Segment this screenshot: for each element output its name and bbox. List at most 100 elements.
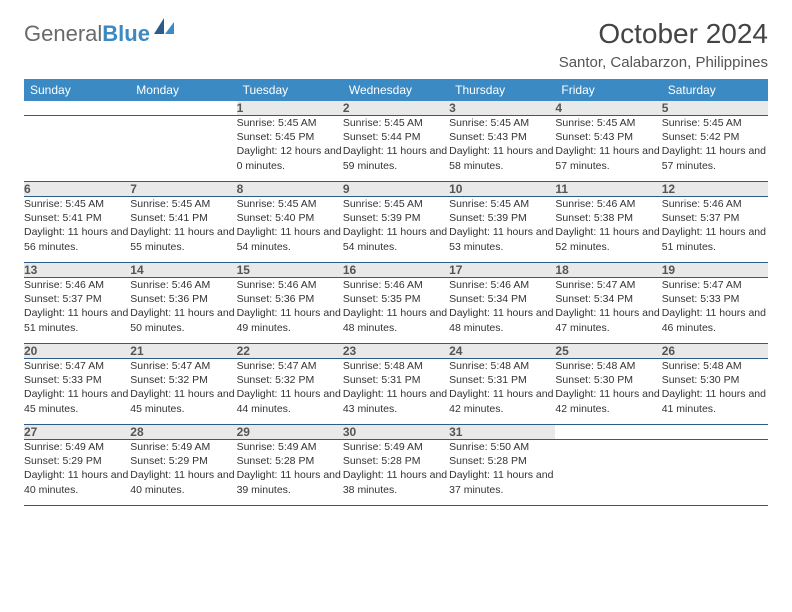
day-number-cell: 29 bbox=[237, 425, 343, 440]
day-data-cell: Sunrise: 5:47 AMSunset: 5:32 PMDaylight:… bbox=[237, 359, 343, 425]
sunset-text: Sunset: 5:45 PM bbox=[237, 130, 343, 144]
sunrise-text: Sunrise: 5:46 AM bbox=[130, 278, 236, 292]
day-number-cell: 30 bbox=[343, 425, 449, 440]
day-data-cell: Sunrise: 5:48 AMSunset: 5:31 PMDaylight:… bbox=[343, 359, 449, 425]
day-header: Monday bbox=[130, 79, 236, 101]
day-header: Tuesday bbox=[237, 79, 343, 101]
day-data-cell: Sunrise: 5:50 AMSunset: 5:28 PMDaylight:… bbox=[449, 440, 555, 506]
day-data-cell: Sunrise: 5:46 AMSunset: 5:38 PMDaylight:… bbox=[555, 197, 661, 263]
day-number-cell bbox=[24, 101, 130, 116]
day-number-row: 6789101112 bbox=[24, 182, 768, 197]
daylight-text: Daylight: 12 hours and 0 minutes. bbox=[237, 144, 343, 172]
sunset-text: Sunset: 5:30 PM bbox=[662, 373, 768, 387]
day-number-cell: 20 bbox=[24, 344, 130, 359]
day-number-cell bbox=[130, 101, 236, 116]
day-data-cell bbox=[555, 440, 661, 506]
sunset-text: Sunset: 5:37 PM bbox=[662, 211, 768, 225]
day-data-cell: Sunrise: 5:46 AMSunset: 5:37 PMDaylight:… bbox=[662, 197, 768, 263]
sunrise-text: Sunrise: 5:45 AM bbox=[24, 197, 130, 211]
daylight-text: Daylight: 11 hours and 57 minutes. bbox=[662, 144, 768, 172]
brand-part1: General bbox=[24, 21, 102, 47]
sunrise-text: Sunrise: 5:49 AM bbox=[343, 440, 449, 454]
sunrise-text: Sunrise: 5:46 AM bbox=[24, 278, 130, 292]
sunrise-text: Sunrise: 5:45 AM bbox=[343, 197, 449, 211]
daylight-text: Daylight: 11 hours and 45 minutes. bbox=[24, 387, 130, 415]
day-data-cell: Sunrise: 5:49 AMSunset: 5:29 PMDaylight:… bbox=[24, 440, 130, 506]
daylight-text: Daylight: 11 hours and 50 minutes. bbox=[130, 306, 236, 334]
sunset-text: Sunset: 5:28 PM bbox=[449, 454, 555, 468]
day-number-cell: 21 bbox=[130, 344, 236, 359]
day-data-cell: Sunrise: 5:45 AMSunset: 5:39 PMDaylight:… bbox=[449, 197, 555, 263]
day-data-cell: Sunrise: 5:45 AMSunset: 5:44 PMDaylight:… bbox=[343, 116, 449, 182]
sunset-text: Sunset: 5:35 PM bbox=[343, 292, 449, 306]
sunrise-text: Sunrise: 5:49 AM bbox=[237, 440, 343, 454]
daylight-text: Daylight: 11 hours and 54 minutes. bbox=[343, 225, 449, 253]
daylight-text: Daylight: 11 hours and 57 minutes. bbox=[555, 144, 661, 172]
brand-logo: GeneralBlue bbox=[24, 18, 176, 50]
daylight-text: Daylight: 11 hours and 54 minutes. bbox=[237, 225, 343, 253]
day-data-cell: Sunrise: 5:45 AMSunset: 5:45 PMDaylight:… bbox=[237, 116, 343, 182]
sunset-text: Sunset: 5:41 PM bbox=[130, 211, 236, 225]
day-data-cell: Sunrise: 5:49 AMSunset: 5:29 PMDaylight:… bbox=[130, 440, 236, 506]
day-number-cell: 15 bbox=[237, 263, 343, 278]
day-header: Friday bbox=[555, 79, 661, 101]
day-data-cell: Sunrise: 5:47 AMSunset: 5:33 PMDaylight:… bbox=[662, 278, 768, 344]
day-number-cell: 14 bbox=[130, 263, 236, 278]
day-number-cell: 12 bbox=[662, 182, 768, 197]
sunrise-text: Sunrise: 5:47 AM bbox=[24, 359, 130, 373]
sunset-text: Sunset: 5:33 PM bbox=[24, 373, 130, 387]
sunrise-text: Sunrise: 5:46 AM bbox=[555, 197, 661, 211]
day-data-cell: Sunrise: 5:46 AMSunset: 5:34 PMDaylight:… bbox=[449, 278, 555, 344]
day-number-cell: 31 bbox=[449, 425, 555, 440]
sunset-text: Sunset: 5:43 PM bbox=[555, 130, 661, 144]
sunset-text: Sunset: 5:29 PM bbox=[24, 454, 130, 468]
day-data-cell: Sunrise: 5:49 AMSunset: 5:28 PMDaylight:… bbox=[343, 440, 449, 506]
day-number-cell: 3 bbox=[449, 101, 555, 116]
sunset-text: Sunset: 5:38 PM bbox=[555, 211, 661, 225]
day-header: Thursday bbox=[449, 79, 555, 101]
daylight-text: Daylight: 11 hours and 48 minutes. bbox=[343, 306, 449, 334]
day-data-cell: Sunrise: 5:45 AMSunset: 5:43 PMDaylight:… bbox=[555, 116, 661, 182]
sunrise-text: Sunrise: 5:46 AM bbox=[237, 278, 343, 292]
sunset-text: Sunset: 5:28 PM bbox=[343, 454, 449, 468]
day-data-cell: Sunrise: 5:48 AMSunset: 5:30 PMDaylight:… bbox=[662, 359, 768, 425]
day-data-cell: Sunrise: 5:45 AMSunset: 5:43 PMDaylight:… bbox=[449, 116, 555, 182]
sunrise-text: Sunrise: 5:46 AM bbox=[449, 278, 555, 292]
day-header: Wednesday bbox=[343, 79, 449, 101]
daylight-text: Daylight: 11 hours and 43 minutes. bbox=[343, 387, 449, 415]
location-subtitle: Santor, Calabarzon, Philippines bbox=[559, 54, 768, 71]
day-number-cell: 28 bbox=[130, 425, 236, 440]
day-number-cell: 24 bbox=[449, 344, 555, 359]
brand-part2: Blue bbox=[102, 21, 150, 47]
day-data-cell: Sunrise: 5:48 AMSunset: 5:31 PMDaylight:… bbox=[449, 359, 555, 425]
sunrise-text: Sunrise: 5:49 AM bbox=[130, 440, 236, 454]
day-data-cell: Sunrise: 5:46 AMSunset: 5:36 PMDaylight:… bbox=[130, 278, 236, 344]
daylight-text: Daylight: 11 hours and 46 minutes. bbox=[662, 306, 768, 334]
sunrise-text: Sunrise: 5:45 AM bbox=[237, 197, 343, 211]
day-data-cell bbox=[130, 116, 236, 182]
day-data-cell bbox=[24, 116, 130, 182]
sunrise-text: Sunrise: 5:50 AM bbox=[449, 440, 555, 454]
day-data-cell: Sunrise: 5:46 AMSunset: 5:35 PMDaylight:… bbox=[343, 278, 449, 344]
day-data-cell: Sunrise: 5:47 AMSunset: 5:33 PMDaylight:… bbox=[24, 359, 130, 425]
sunrise-text: Sunrise: 5:46 AM bbox=[343, 278, 449, 292]
sunrise-text: Sunrise: 5:48 AM bbox=[555, 359, 661, 373]
sunset-text: Sunset: 5:32 PM bbox=[237, 373, 343, 387]
daylight-text: Daylight: 11 hours and 42 minutes. bbox=[555, 387, 661, 415]
daylight-text: Daylight: 11 hours and 38 minutes. bbox=[343, 468, 449, 496]
day-number-cell: 2 bbox=[343, 101, 449, 116]
sunset-text: Sunset: 5:29 PM bbox=[130, 454, 236, 468]
day-number-cell: 6 bbox=[24, 182, 130, 197]
sunset-text: Sunset: 5:34 PM bbox=[555, 292, 661, 306]
day-data-cell: Sunrise: 5:49 AMSunset: 5:28 PMDaylight:… bbox=[237, 440, 343, 506]
sunset-text: Sunset: 5:31 PM bbox=[343, 373, 449, 387]
day-header: Sunday bbox=[24, 79, 130, 101]
day-number-cell: 16 bbox=[343, 263, 449, 278]
daylight-text: Daylight: 11 hours and 44 minutes. bbox=[237, 387, 343, 415]
sunrise-text: Sunrise: 5:47 AM bbox=[130, 359, 236, 373]
title-block: October 2024 Santor, Calabarzon, Philipp… bbox=[559, 18, 768, 71]
day-number-cell: 1 bbox=[237, 101, 343, 116]
day-number-cell: 22 bbox=[237, 344, 343, 359]
sunrise-text: Sunrise: 5:45 AM bbox=[555, 116, 661, 130]
day-data-cell: Sunrise: 5:48 AMSunset: 5:30 PMDaylight:… bbox=[555, 359, 661, 425]
